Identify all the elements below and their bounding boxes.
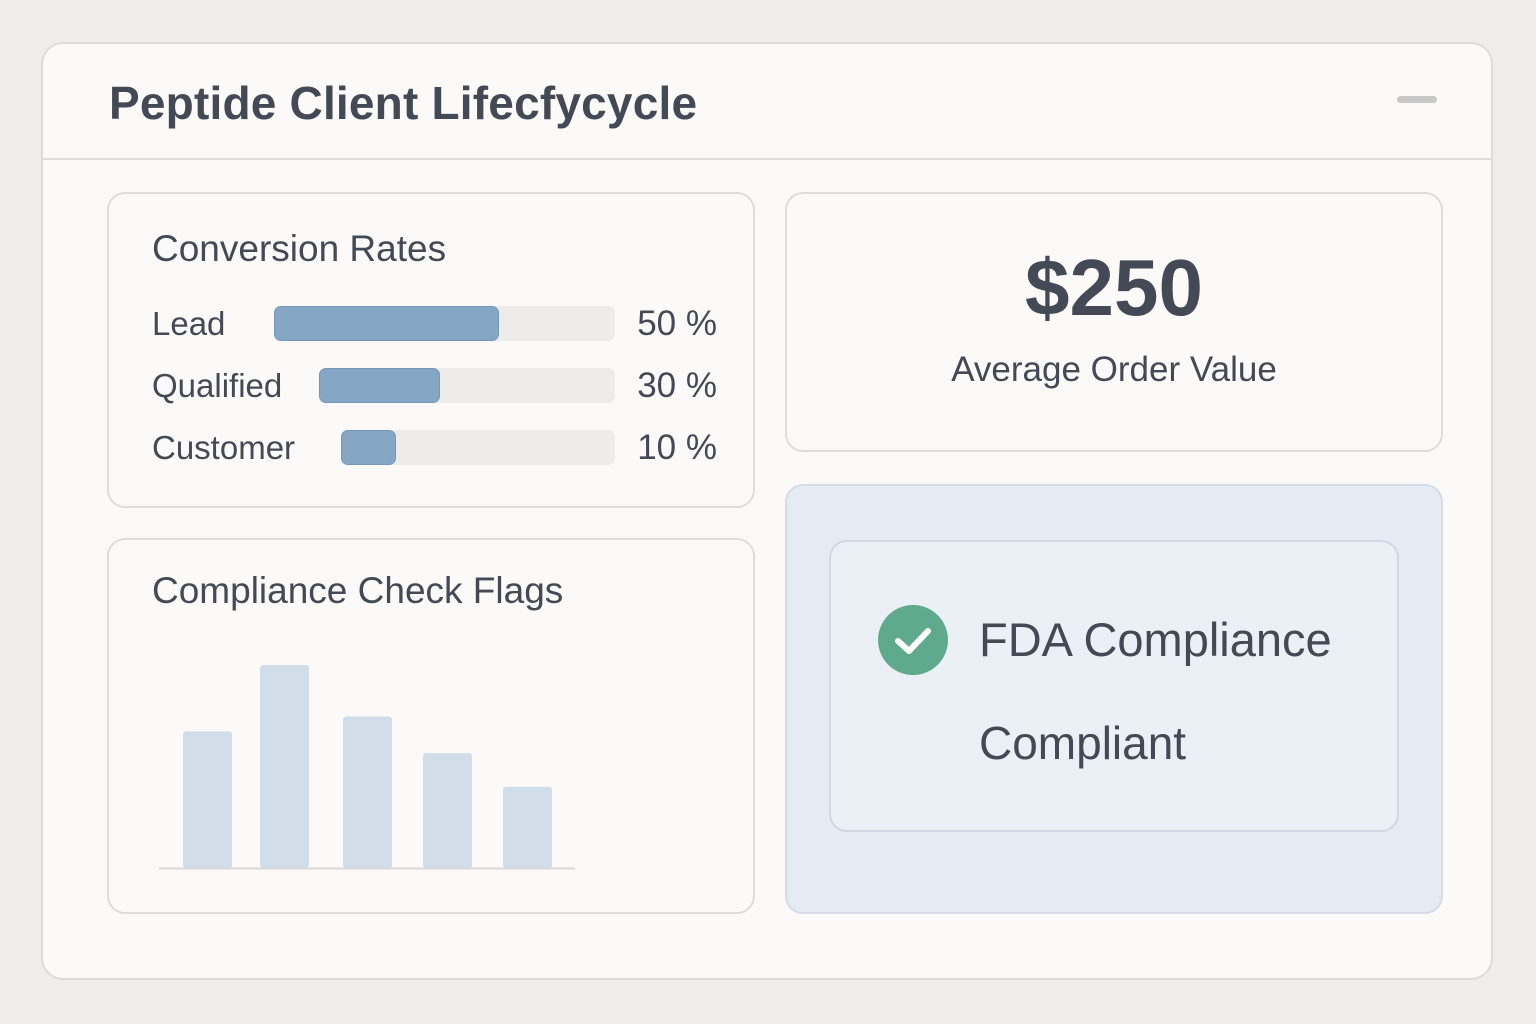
progress-fill bbox=[319, 368, 441, 403]
average-order-value-card: $250 Average Order Value bbox=[785, 192, 1443, 452]
chart-bar bbox=[260, 664, 309, 868]
progress-fill bbox=[274, 306, 500, 341]
compliance-flags-card: Compliance Check Flags bbox=[107, 538, 755, 914]
fda-compliance-card: FDA Compliance Compliant bbox=[829, 540, 1399, 832]
conversion-row-lead: Lead 50 % bbox=[109, 304, 753, 344]
conversion-row-label: Lead bbox=[152, 305, 226, 342]
conversion-row-value: 30 % bbox=[637, 366, 717, 405]
compliance-flags-chart bbox=[159, 664, 575, 870]
progress-track bbox=[274, 306, 615, 341]
progress-track bbox=[319, 368, 615, 403]
conversion-rates-card: Conversion Rates Lead 50 % Qualified 30 … bbox=[107, 192, 755, 508]
conversion-row-value: 50 % bbox=[637, 304, 717, 343]
compliance-flags-title: Compliance Check Flags bbox=[152, 570, 564, 611]
conversion-row-customer: Customer 10 % bbox=[109, 428, 753, 468]
progress-fill bbox=[341, 430, 396, 465]
dashboard-window: Peptide Client Lifecfycycle Conversion R… bbox=[41, 42, 1493, 980]
aov-value: $250 bbox=[1025, 243, 1203, 332]
check-circle-icon bbox=[878, 605, 948, 675]
chart-bar bbox=[343, 716, 392, 868]
page-title: Peptide Client Lifecfycycle bbox=[109, 77, 698, 129]
chart-bar bbox=[423, 753, 472, 868]
fda-compliance-status: Compliant bbox=[979, 717, 1187, 769]
conversion-rates-title: Conversion Rates bbox=[152, 228, 447, 269]
chart-bar bbox=[503, 786, 552, 868]
title-bar: Peptide Client Lifecfycycle bbox=[43, 44, 1491, 160]
minimize-icon[interactable] bbox=[1397, 96, 1437, 103]
chart-bar bbox=[183, 731, 232, 868]
conversion-row-value: 10 % bbox=[637, 428, 717, 467]
fda-compliance-panel: FDA Compliance Compliant bbox=[785, 484, 1443, 914]
progress-track bbox=[341, 430, 615, 465]
aov-label: Average Order Value bbox=[951, 350, 1277, 389]
fda-compliance-title: FDA Compliance bbox=[979, 613, 1332, 666]
conversion-row-label: Qualified bbox=[152, 367, 283, 404]
conversion-row-label: Customer bbox=[152, 429, 296, 466]
conversion-row-qualified: Qualified 30 % bbox=[109, 366, 753, 406]
